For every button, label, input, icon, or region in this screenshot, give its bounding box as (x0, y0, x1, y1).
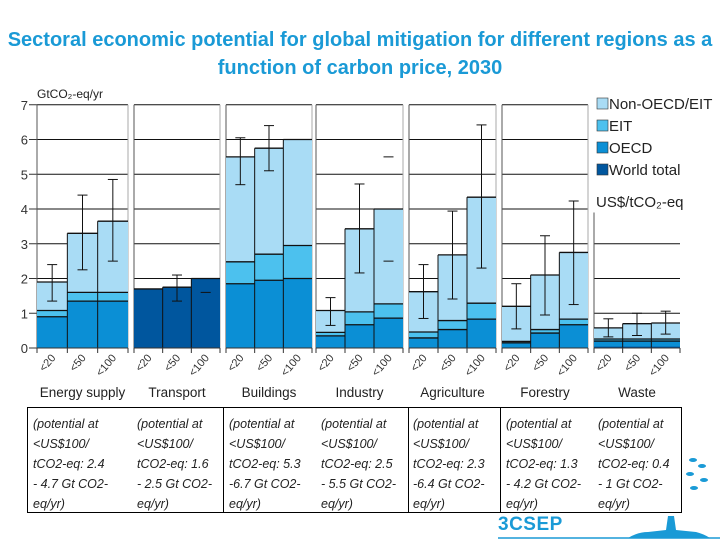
bar-oecd (226, 283, 255, 348)
logo-text: 3CSEP (498, 514, 563, 535)
y-tick-label: 1 (21, 306, 28, 321)
bar-oecd (530, 333, 560, 348)
legend-label: Non-OECD/EIT (609, 96, 712, 113)
bar-oecd (438, 329, 467, 348)
bar-oecd (37, 316, 68, 348)
x-tick-label: <50 (345, 352, 366, 374)
x-tick-label: <20 (37, 352, 58, 374)
sector-label: Forestry (520, 385, 570, 400)
note-forestry: (potential at <US$100/ tCO2-eq: 1.3 - 4.… (506, 417, 582, 511)
bar-oecd (467, 319, 496, 348)
bar-oecd (409, 337, 438, 348)
bar-world-total (134, 288, 163, 348)
x-tick-label: <50 (438, 352, 459, 374)
y-tick-label: 5 (21, 167, 28, 182)
bar-world-total (651, 346, 680, 348)
sector-label: Buildings (242, 385, 297, 400)
x-tick-label: <100 (94, 352, 119, 379)
bar-world-total (594, 346, 623, 348)
bar-oecd (97, 301, 128, 348)
legend-label: World total (609, 162, 680, 179)
sector-label: Industry (335, 385, 383, 400)
bar-oecd (316, 335, 345, 348)
legend-label: EIT (609, 118, 632, 135)
y-tick-label: 0 (21, 341, 28, 356)
x-tick-label: <100 (370, 352, 395, 379)
logo: 3CSEP (498, 458, 720, 540)
x-tick-label: <20 (133, 352, 154, 374)
legend-swatch (596, 119, 609, 132)
legend-label: OECD (609, 140, 653, 157)
bar-oecd (594, 341, 623, 348)
x-tick-label: <50 (622, 352, 643, 374)
x-tick-label: <20 (501, 352, 522, 374)
x-tick-label: <20 (225, 352, 246, 374)
plant-logo-icon (498, 516, 720, 539)
bar-oecd (345, 324, 374, 348)
bar-oecd (502, 342, 531, 348)
y-tick-label: 3 (21, 237, 28, 252)
x-tick-label: <100 (187, 352, 212, 379)
divider (500, 408, 501, 512)
potential-notes-box: (potential at <US$100/ tCO2-eq: 2.4 - 4.… (27, 407, 682, 513)
chart-title: Sectoral economic potential for global m… (7, 29, 713, 79)
note-agriculture: (potential at <US$100/ tCO2-eq: 2.3 -6.4… (413, 417, 485, 511)
bar-oecd (67, 301, 98, 348)
legend-swatch (596, 97, 609, 110)
bar-oecd (651, 341, 680, 348)
legend-swatch (596, 163, 609, 176)
y-tick-label: 2 (21, 272, 28, 287)
bar-oecd (254, 280, 284, 348)
divider (223, 408, 224, 512)
x-tick-label: <100 (463, 352, 488, 379)
note-buildings: (potential at <US$100/ tCO2-eq: 5.3 -6.7… (229, 417, 301, 511)
divider (408, 408, 409, 512)
y-axis-label: GtCO₂-eq/yr (37, 87, 103, 101)
x-tick-label: <50 (530, 352, 551, 374)
note-energy-supply: (potential at <US$100/ tCO2-eq: 2.4 - 4.… (33, 417, 109, 511)
leaf-logo-icon (686, 458, 708, 490)
x-tick-label: <100 (647, 352, 672, 379)
legend-swatch (596, 141, 609, 154)
x-tick-label: <20 (593, 352, 614, 374)
x-tick-label: <100 (555, 352, 580, 379)
x-axis-unit-label: US$/tCO₂-eq (596, 194, 684, 211)
note-transport: (potential at <US$100/ tCO2-eq: 1.6 - 2.… (137, 417, 213, 511)
note-waste: (potential at <US$100/ tCO2-eq: 0.4 - 1 … (598, 417, 670, 511)
bar-oecd (622, 341, 652, 348)
y-tick-label: 6 (21, 133, 28, 148)
x-tick-label: <20 (409, 352, 430, 374)
note-industry: (potential at <US$100/ tCO2-eq: 2.5 - 5.… (321, 417, 397, 511)
x-tick-label: <50 (68, 352, 89, 374)
bar-world-total (191, 278, 220, 348)
y-tick-label: 4 (21, 202, 28, 217)
y-tick-label: 7 (21, 98, 28, 113)
sector-label: Waste (618, 385, 656, 400)
x-tick-label: <50 (162, 352, 183, 374)
x-tick-label: <20 (316, 352, 337, 374)
bar-world-total (622, 346, 652, 348)
bar-oecd (559, 324, 588, 348)
x-tick-label: <100 (279, 352, 304, 379)
bar-oecd (374, 318, 403, 348)
sector-label: Energy supply (40, 385, 126, 400)
x-tick-label: <50 (254, 352, 275, 374)
bar-oecd (283, 278, 312, 348)
sector-label: Agriculture (420, 385, 485, 400)
sector-label: Transport (148, 385, 206, 400)
